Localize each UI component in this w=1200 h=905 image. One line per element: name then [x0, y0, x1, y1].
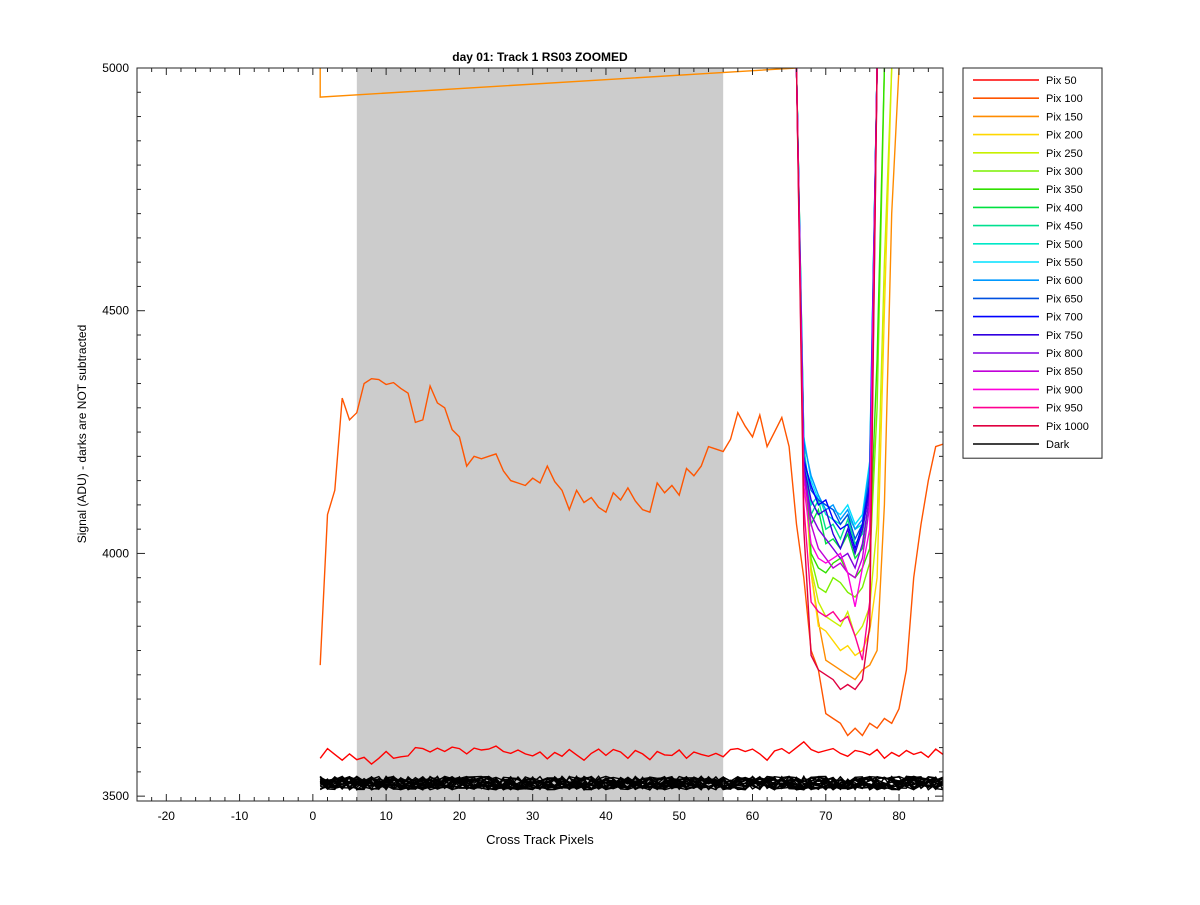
legend-label: Pix 150 [1046, 111, 1083, 123]
legend-item-pix-600: Pix 600 [973, 275, 1083, 287]
x-tick-label: 70 [819, 809, 833, 823]
series-line-pix-450 [795, 68, 878, 546]
series-line-pix-600 [795, 68, 878, 531]
legend-label: Pix 650 [1046, 293, 1083, 305]
legend-item-pix-500: Pix 500 [973, 239, 1083, 251]
x-tick-label: 80 [892, 809, 906, 823]
x-tick-label: 50 [673, 809, 687, 823]
legend-item-dark: Dark [973, 439, 1070, 451]
legend-item-pix-550: Pix 550 [973, 257, 1083, 269]
legend-label: Pix 800 [1046, 348, 1083, 360]
legend: Pix 50 Pix 100 Pix 150 Pix 200 Pix 250 Pix 30… [962, 67, 1103, 459]
legend-item-pix-900: Pix 900 [973, 384, 1083, 396]
y-tick-label: 3500 [102, 789, 129, 803]
legend-label: Pix 550 [1046, 257, 1083, 269]
legend-item-pix-250: Pix 250 [973, 148, 1083, 160]
legend-item-pix-200: Pix 200 [973, 130, 1083, 142]
dark-line-18 [319, 775, 943, 791]
legend-box [962, 67, 1103, 459]
legend-item-pix-750: Pix 750 [973, 330, 1083, 342]
y-tick-label: 4000 [102, 546, 129, 560]
x-tick-label: -10 [231, 809, 249, 823]
legend-label: Pix 50 [1046, 75, 1077, 87]
legend-item-pix-100: Pix 100 [973, 93, 1083, 105]
legend-label: Pix 1000 [1046, 421, 1089, 433]
series-line-pix-50 [319, 740, 943, 766]
legend-label: Pix 900 [1046, 384, 1083, 396]
dark-line-16 [320, 774, 943, 791]
axis-layer: -20 -10 0 10 20 30 40 50 60 70 80 3500 4000 4500 5000 [102, 61, 944, 823]
legend-item-pix-950: Pix 950 [973, 403, 1083, 415]
series-line-pix-1000 [795, 68, 878, 691]
x-tick-label: 40 [599, 809, 613, 823]
x-tick-label: 20 [453, 809, 467, 823]
legend-item-pix-150: Pix 150 [973, 111, 1083, 123]
dark-line-17 [319, 775, 943, 791]
legend-item-pix-650: Pix 650 [973, 293, 1083, 305]
legend-label: Dark [1046, 439, 1070, 451]
x-tick-label: 60 [746, 809, 760, 823]
legend-label: Pix 250 [1046, 148, 1083, 160]
legend-label: Pix 350 [1046, 184, 1083, 196]
legend-label: Pix 100 [1046, 93, 1083, 105]
series-line-pix-200 [795, 68, 893, 657]
legend-item-pix-350: Pix 350 [973, 184, 1083, 196]
legend-item-pix-450: Pix 450 [973, 221, 1083, 233]
y-tick-label: 5000 [102, 61, 129, 75]
series-line-pix-850 [795, 68, 878, 579]
series-line-pix-950 [795, 68, 878, 661]
legend-label: Pix 950 [1046, 403, 1083, 415]
y-axis-label: Signal (ADU) - darks are NOT subtracted [75, 325, 89, 544]
legend-label: Pix 500 [1046, 239, 1083, 251]
shaded-region [356, 68, 724, 801]
legend-label: Pix 600 [1046, 275, 1083, 287]
series-line-pix-800 [795, 68, 878, 570]
chart-title: day 01: Track 1 RS03 ZOOMED [452, 50, 628, 64]
series-line-pix-500 [795, 68, 878, 531]
series-line-pix-700 [795, 68, 878, 552]
legend-item-pix-700: Pix 700 [973, 312, 1083, 324]
legend-item-pix-400: Pix 400 [973, 202, 1083, 214]
legend-label: Pix 850 [1046, 366, 1083, 378]
legend-label: Pix 300 [1046, 166, 1083, 178]
legend-label: Pix 700 [1046, 312, 1083, 324]
legend-label: Pix 450 [1046, 221, 1083, 233]
x-axis-label: Cross Track Pixels [486, 832, 594, 847]
legend-label: Pix 400 [1046, 202, 1083, 214]
y-tick-label: 4500 [102, 304, 129, 318]
series-line-pix-750 [795, 68, 878, 556]
legend-item-pix-50: Pix 50 [973, 75, 1077, 87]
legend-label: Pix 750 [1046, 330, 1083, 342]
x-tick-label: 0 [310, 809, 317, 823]
x-tick-label: 30 [526, 809, 540, 823]
x-tick-label: 10 [379, 809, 393, 823]
legend-item-pix-850: Pix 850 [973, 366, 1083, 378]
legend-item-pix-1000: Pix 1000 [973, 421, 1089, 433]
x-tick-label: -20 [158, 809, 176, 823]
series-line-pix-550 [795, 68, 878, 526]
series-layer [319, 68, 943, 792]
legend-item-pix-300: Pix 300 [973, 166, 1083, 178]
series-line-pix-100 [319, 377, 943, 737]
dark-line-19 [319, 775, 943, 791]
dark-line-14 [319, 775, 943, 792]
legend-label: Pix 200 [1046, 130, 1083, 142]
legend-item-pix-800: Pix 800 [973, 348, 1083, 360]
series-line-pix-900 [795, 68, 878, 607]
plot-frame [136, 67, 944, 802]
